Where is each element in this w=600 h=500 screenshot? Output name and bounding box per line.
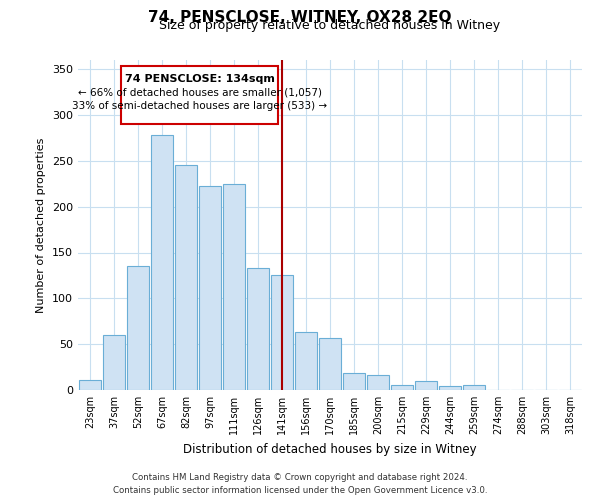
Bar: [175, 166, 197, 390]
Y-axis label: Number of detached properties: Number of detached properties: [37, 138, 46, 312]
Text: 74 PENSCLOSE: 134sqm: 74 PENSCLOSE: 134sqm: [125, 74, 275, 84]
X-axis label: Distribution of detached houses by size in Witney: Distribution of detached houses by size …: [183, 442, 477, 456]
Bar: [223, 184, 245, 390]
Bar: [199, 186, 221, 390]
Bar: [367, 376, 389, 390]
FancyBboxPatch shape: [121, 66, 278, 124]
Bar: [271, 276, 293, 390]
Text: 74, PENSCLOSE, WITNEY, OX28 2EQ: 74, PENSCLOSE, WITNEY, OX28 2EQ: [148, 10, 452, 25]
Title: Size of property relative to detached houses in Witney: Size of property relative to detached ho…: [160, 20, 500, 32]
Bar: [439, 386, 461, 390]
Bar: [319, 338, 341, 390]
Text: ← 66% of detached houses are smaller (1,057): ← 66% of detached houses are smaller (1,…: [78, 88, 322, 98]
Bar: [247, 268, 269, 390]
Bar: [391, 384, 413, 390]
Bar: [79, 380, 101, 390]
Bar: [151, 135, 173, 390]
Bar: [415, 381, 437, 390]
Bar: [127, 266, 149, 390]
Bar: [463, 384, 485, 390]
Bar: [343, 372, 365, 390]
Bar: [103, 335, 125, 390]
Text: Contains HM Land Registry data © Crown copyright and database right 2024.
Contai: Contains HM Land Registry data © Crown c…: [113, 474, 487, 495]
Bar: [295, 332, 317, 390]
Text: 33% of semi-detached houses are larger (533) →: 33% of semi-detached houses are larger (…: [72, 101, 328, 112]
